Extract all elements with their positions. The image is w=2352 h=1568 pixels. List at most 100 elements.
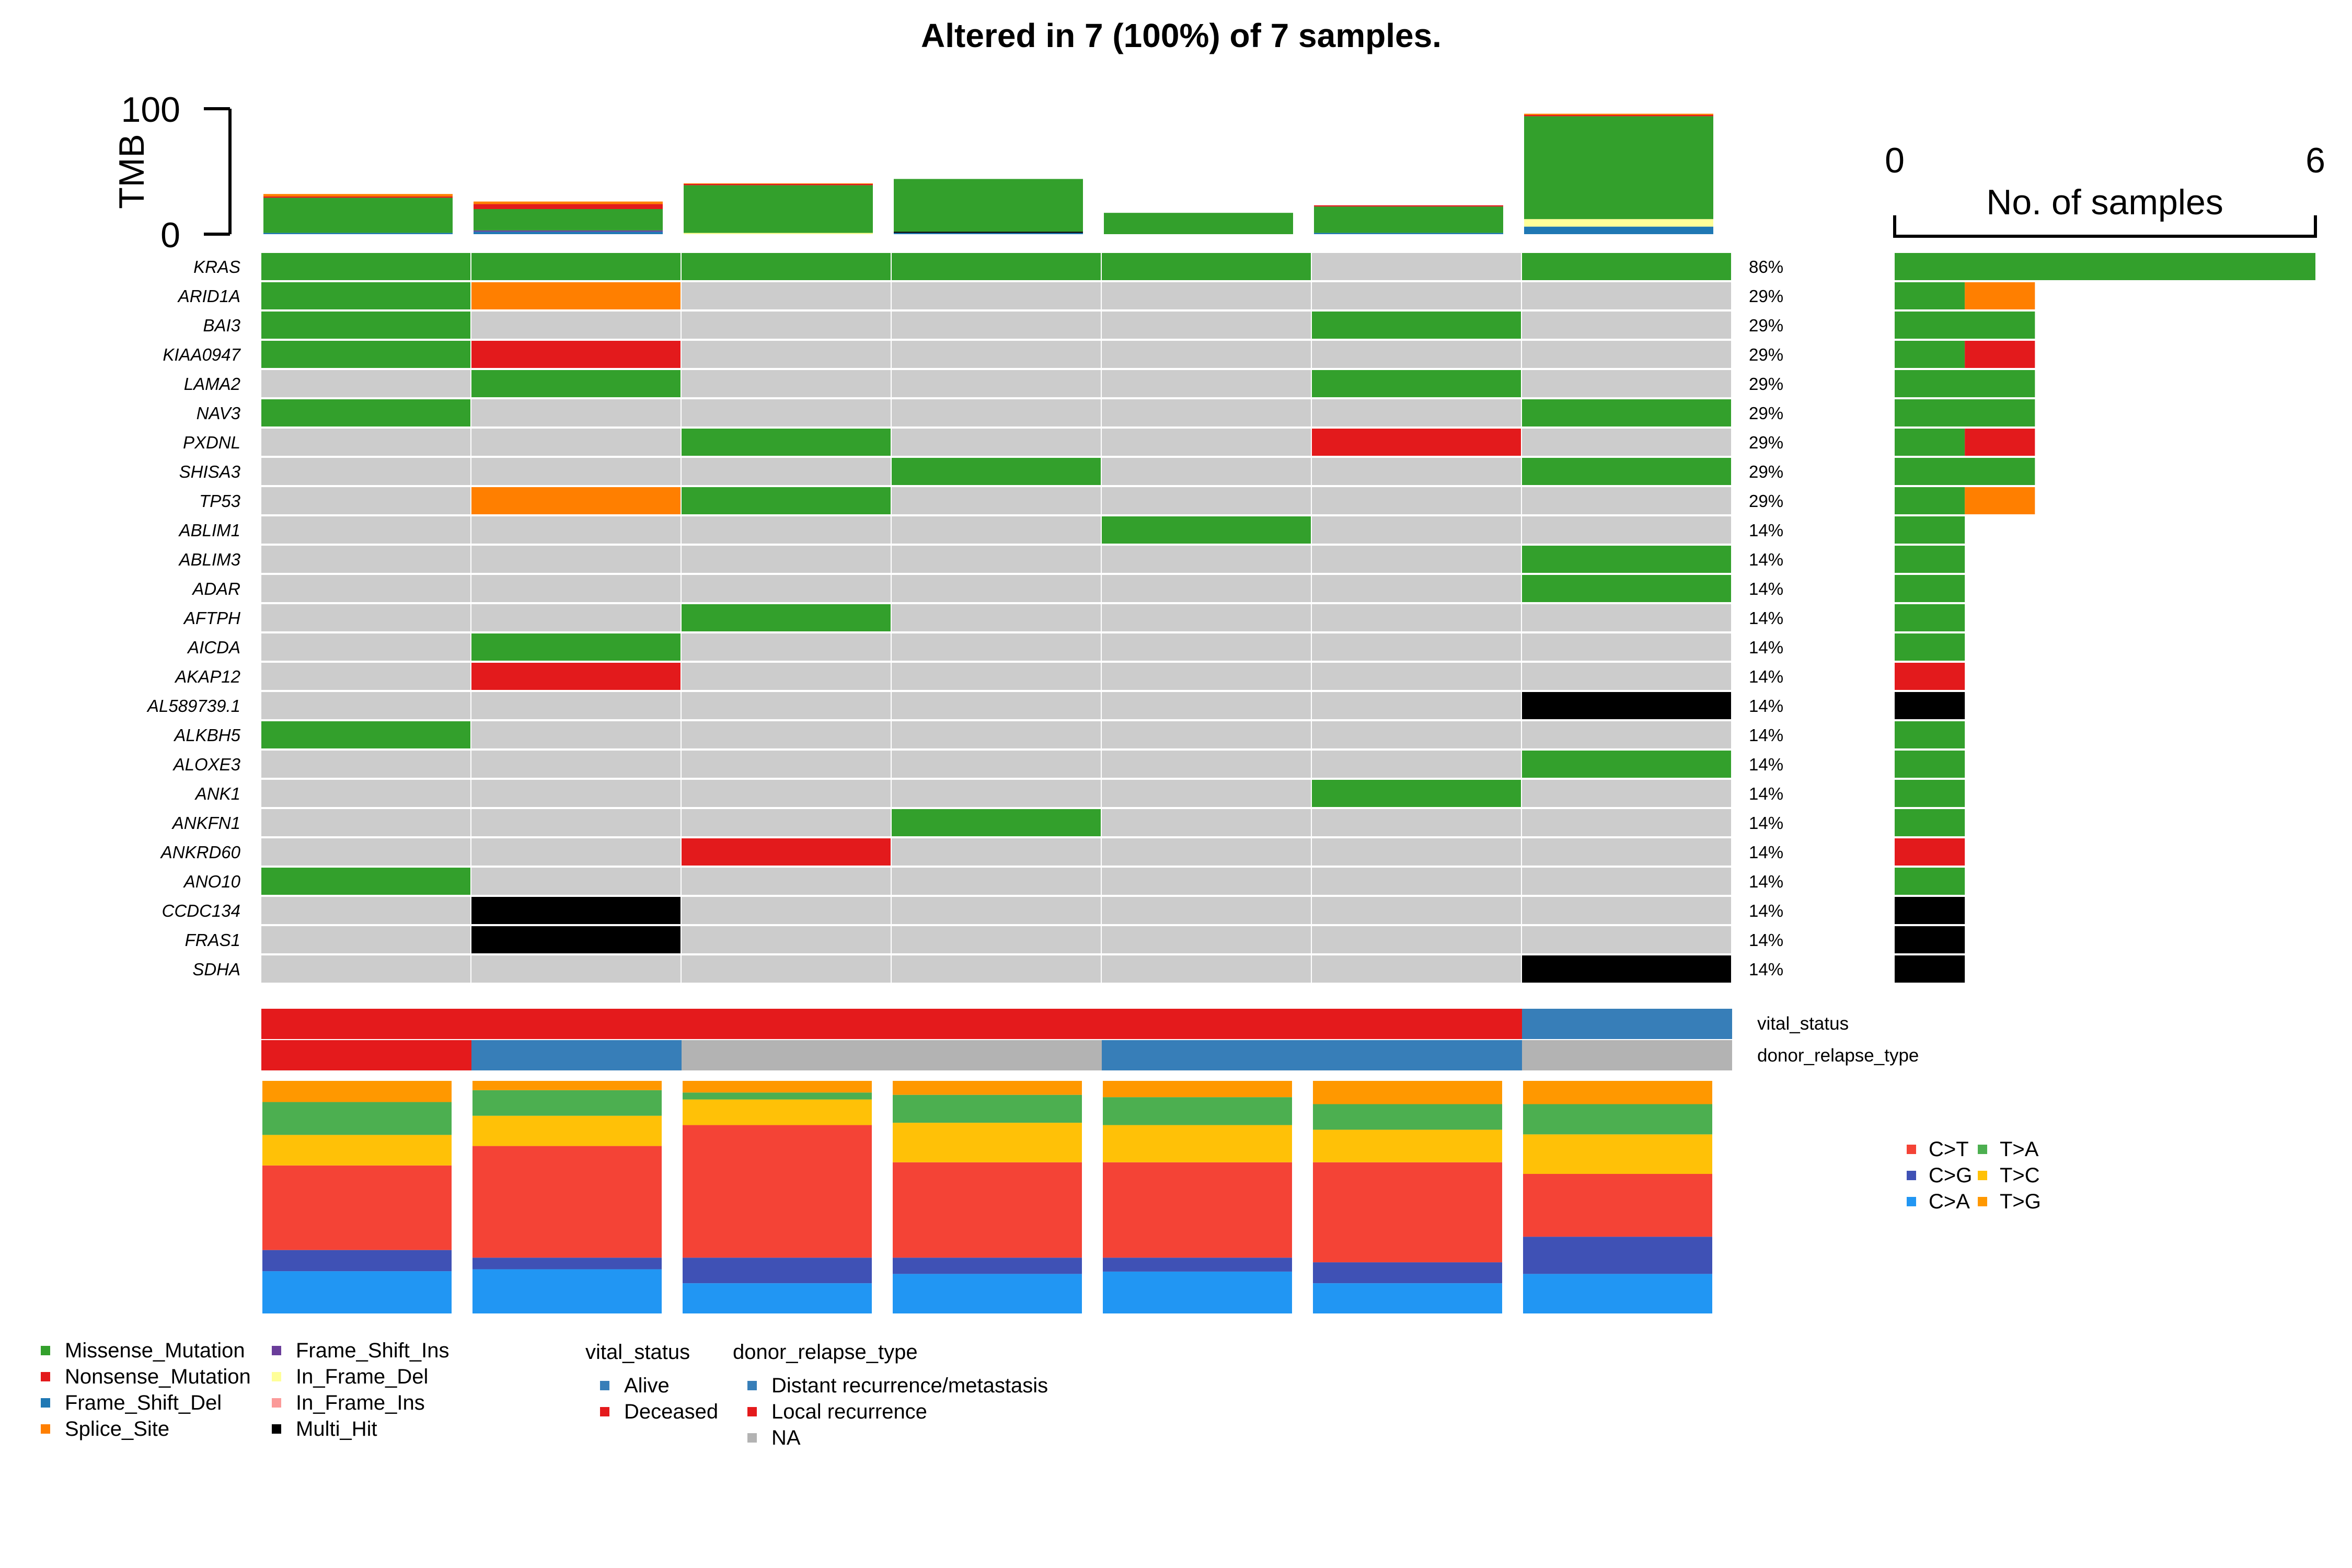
- vc-legend-swatch-splice-site: [41, 1424, 50, 1434]
- cell-pxdnl-s3: [682, 429, 891, 456]
- titv-bar-s2-c-t: [472, 1146, 662, 1258]
- titv-legend-swatch-c-a: [1907, 1197, 1916, 1206]
- cell-ankfn1-s1: [261, 809, 470, 836]
- gene-bar-arid1a-splice-site: [1965, 282, 2035, 309]
- cell-kras-s3: [682, 253, 891, 280]
- vital-status-legend-swatch-deceased: [600, 1407, 609, 1416]
- cell-al589739-1-s6: [1312, 692, 1521, 719]
- cell-aicda-s6: [1312, 633, 1521, 661]
- vc-legend-label-nonsense-mutation: Nonsense_Mutation: [65, 1365, 251, 1388]
- titv-legend-label-c-g: C>G: [1929, 1164, 1972, 1187]
- cell-aftph-s2: [471, 604, 681, 631]
- cell-sdha-s3: [682, 955, 891, 983]
- cell-aftph-s1: [261, 604, 470, 631]
- cell-shisa3-s4: [892, 458, 1101, 485]
- cell-pxdnl-s4: [892, 429, 1101, 456]
- cell-tp53-s4: [892, 487, 1101, 514]
- cell-aftph-s7: [1522, 604, 1731, 631]
- gene-bar-lama2-missense-mutation: [1895, 370, 2035, 397]
- gene-pct-akap12: 14%: [1749, 667, 1783, 686]
- gene-bar-sdha-multi-hit: [1895, 955, 1965, 983]
- cell-arid1a-s1: [261, 282, 470, 309]
- cell-pxdnl-s1: [261, 429, 470, 456]
- cell-kras-s7: [1522, 253, 1731, 280]
- titv-legend-swatch-t-a: [1978, 1145, 1987, 1154]
- gene-bar-ank1-missense-mutation: [1895, 780, 1965, 807]
- gene-bar-ano10-missense-mutation: [1895, 868, 1965, 895]
- cell-ank1-s7: [1522, 780, 1731, 807]
- titv-bar-s1-t-g: [262, 1081, 452, 1102]
- cell-kiaa0947-s2: [471, 341, 681, 368]
- titv-bar-s1-c-g: [262, 1250, 452, 1272]
- cell-sdha-s6: [1312, 955, 1521, 983]
- titv-legend-swatch-c-t: [1907, 1145, 1916, 1154]
- gene-pct-nav3: 29%: [1749, 403, 1783, 423]
- gene-bar-kras-missense-mutation: [1895, 253, 2315, 280]
- titv-bar-s4-t-a: [893, 1094, 1082, 1123]
- gene-pct-ccdc134: 14%: [1749, 901, 1783, 920]
- gene-pct-lama2: 29%: [1749, 374, 1783, 394]
- cell-arid1a-s4: [892, 282, 1101, 309]
- gene-pct-aicda: 14%: [1749, 638, 1783, 657]
- cell-ankrd60-s5: [1102, 838, 1311, 866]
- cell-ank1-s2: [471, 780, 681, 807]
- titv-bar-s3-c-g: [683, 1258, 872, 1284]
- cell-pxdnl-s2: [471, 429, 681, 456]
- tmb-bar-s1-nonsense-mutation: [263, 197, 453, 198]
- cell-fras1-s1: [261, 926, 470, 953]
- cell-ccdc134-s6: [1312, 897, 1521, 924]
- annotation-vital-status-s5: [1102, 1009, 1312, 1039]
- cell-ano10-s1: [261, 868, 470, 895]
- cell-ablim3-s1: [261, 546, 470, 573]
- gene-bar-nav3-missense-mutation: [1895, 399, 2035, 426]
- cell-shisa3-s7: [1522, 458, 1731, 485]
- cell-al589739-1-s2: [471, 692, 681, 719]
- gene-bar-ankfn1-missense-mutation: [1895, 809, 1965, 836]
- cell-tp53-s5: [1102, 487, 1311, 514]
- cell-akap12-s3: [682, 663, 891, 690]
- cell-aloxe3-s4: [892, 751, 1101, 778]
- cell-ablim3-s3: [682, 546, 891, 573]
- cell-kiaa0947-s5: [1102, 341, 1311, 368]
- cell-aloxe3-s1: [261, 751, 470, 778]
- cell-fras1-s4: [892, 926, 1101, 953]
- titv-bar-s5-c-t: [1103, 1162, 1292, 1258]
- tmb-bar-s6-nonsense-mutation: [1314, 205, 1503, 207]
- tmb-axis-min-label: 0: [160, 215, 180, 255]
- titv-bar-s1-t-c: [262, 1135, 452, 1166]
- cell-ankfn1-s2: [471, 809, 681, 836]
- cell-arid1a-s3: [682, 282, 891, 309]
- cell-ablim3-s6: [1312, 546, 1521, 573]
- mutation-matrix: [261, 253, 1731, 983]
- cell-lama2-s6: [1312, 370, 1521, 397]
- cell-aftph-s5: [1102, 604, 1311, 631]
- gene-label-sdha: SDHA: [192, 960, 240, 979]
- annotation-label-vital-status: vital_status: [1757, 1013, 1849, 1034]
- cell-nav3-s6: [1312, 399, 1521, 426]
- tmb-bars: [263, 113, 1713, 234]
- tmb-bar-s2-nonsense-mutation: [474, 204, 663, 209]
- tmb-bar-s6-missense-mutation: [1314, 206, 1503, 233]
- cell-shisa3-s5: [1102, 458, 1311, 485]
- gene-bar-ankrd60-nonsense-mutation: [1895, 838, 1965, 866]
- cell-tp53-s6: [1312, 487, 1521, 514]
- cell-alkbh5-s7: [1522, 721, 1731, 748]
- titv-bar-s3-t-c: [683, 1099, 872, 1125]
- titv-bar-s4-c-t: [893, 1162, 1082, 1258]
- cell-ccdc134-s7: [1522, 897, 1731, 924]
- cell-ano10-s7: [1522, 868, 1731, 895]
- cell-ankrd60-s1: [261, 838, 470, 866]
- cell-ankfn1-s5: [1102, 809, 1311, 836]
- gene-pct-ankfn1: 14%: [1749, 813, 1783, 833]
- gene-bar-bai3-missense-mutation: [1895, 312, 2035, 339]
- titv-bar-s4-t-c: [893, 1123, 1082, 1162]
- gene-bar-arid1a-missense-mutation: [1895, 282, 1965, 309]
- titv-legend-label-c-a: C>A: [1929, 1190, 1970, 1213]
- gene-label-fras1: FRAS1: [185, 930, 240, 950]
- cell-ablim1-s6: [1312, 516, 1521, 544]
- annotation-vital-status-s6: [1312, 1009, 1522, 1039]
- annotation-vital-status-s7: [1522, 1009, 1732, 1039]
- titv-bar-s2-c-a: [472, 1269, 662, 1313]
- titv-bar-s3-c-t: [683, 1125, 872, 1258]
- cell-ccdc134-s4: [892, 897, 1101, 924]
